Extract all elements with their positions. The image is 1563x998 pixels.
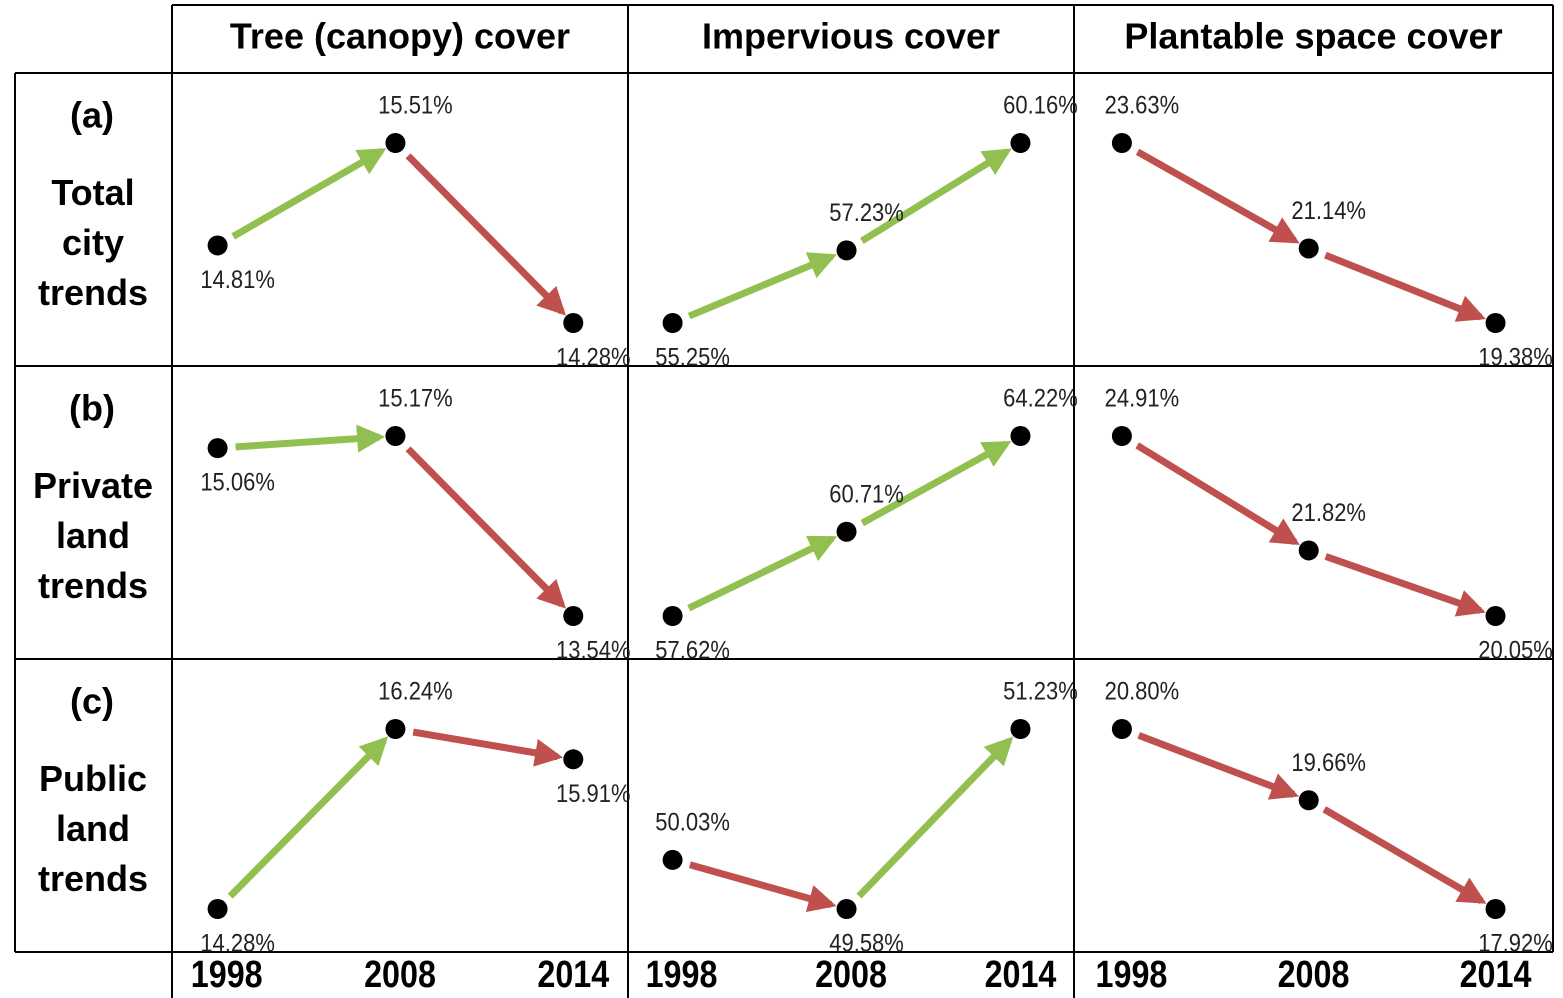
value-label: 23.63% xyxy=(1105,91,1180,119)
column-title: Plantable space cover xyxy=(1124,16,1502,57)
data-point xyxy=(563,313,584,333)
value-label: 24.91% xyxy=(1105,384,1180,412)
value-label: 19.66% xyxy=(1291,749,1366,777)
year-label: 2014 xyxy=(985,954,1057,996)
data-point xyxy=(207,438,228,459)
value-label: 14.81% xyxy=(200,266,275,294)
data-point xyxy=(836,240,857,261)
trend-arrow xyxy=(1135,442,1300,546)
row-label: (b) xyxy=(69,388,115,429)
row-name: Public land trends xyxy=(37,758,149,899)
value-label: 14.28% xyxy=(556,343,631,371)
row-label: (c) xyxy=(70,681,114,722)
year-label: 2014 xyxy=(537,954,609,996)
trend-arrow xyxy=(860,440,1012,527)
value-label: 15.17% xyxy=(378,384,453,412)
trend-arrow xyxy=(860,148,1012,244)
value-label: 64.22% xyxy=(1003,384,1078,412)
value-label: 13.54% xyxy=(556,636,631,664)
value-label: 60.16% xyxy=(1003,91,1078,119)
data-point xyxy=(1111,719,1132,739)
trend-arrow xyxy=(227,736,389,899)
value-label: 15.91% xyxy=(556,780,631,808)
value-label: 15.51% xyxy=(378,91,453,119)
data-point xyxy=(207,235,228,256)
value-label: 20.80% xyxy=(1105,677,1180,705)
trend-arrow xyxy=(1137,732,1299,800)
column-title: Impervious cover xyxy=(702,16,1000,57)
trend-arrow xyxy=(856,736,1014,899)
trend-arrow xyxy=(235,424,386,453)
trend-arrow xyxy=(688,861,837,913)
value-label: 15.06% xyxy=(200,468,275,496)
value-label: 60.71% xyxy=(829,480,904,508)
data-point xyxy=(1010,426,1031,446)
row-name: Total city trends xyxy=(37,172,149,313)
year-label: 2014 xyxy=(1460,954,1532,996)
trend-arrow xyxy=(1322,806,1487,904)
row-label: (a) xyxy=(70,95,114,136)
trend-arrow xyxy=(405,446,566,609)
data-point xyxy=(1485,606,1506,626)
data-point xyxy=(385,719,406,739)
data-point xyxy=(662,849,683,870)
data-point xyxy=(385,133,406,153)
year-label: 2008 xyxy=(815,954,887,996)
value-label: 55.25% xyxy=(655,343,730,371)
data-point xyxy=(1010,133,1031,153)
data-point xyxy=(385,426,406,446)
trend-arrow xyxy=(412,728,564,767)
year-label: 1998 xyxy=(191,954,263,996)
data-point xyxy=(1485,899,1506,919)
data-point xyxy=(836,521,857,542)
value-label: 51.23% xyxy=(1003,677,1078,705)
value-label: 49.58% xyxy=(829,929,904,957)
data-point xyxy=(836,899,857,919)
value-label: 20.05% xyxy=(1478,636,1553,664)
data-point xyxy=(662,606,683,626)
year-label: 2008 xyxy=(1278,954,1350,996)
trend-arrow xyxy=(1324,553,1486,617)
value-label: 50.03% xyxy=(655,808,730,836)
data-point xyxy=(563,749,584,770)
data-point xyxy=(1010,719,1031,739)
data-point xyxy=(563,606,584,626)
data-point xyxy=(207,899,228,919)
value-label: 21.82% xyxy=(1291,499,1366,527)
table-lines xyxy=(14,4,1554,998)
data-point xyxy=(662,313,683,333)
value-label: 14.28% xyxy=(200,929,275,957)
year-label: 2008 xyxy=(364,954,436,996)
year-label: 1998 xyxy=(1096,954,1168,996)
data-point xyxy=(1111,133,1132,153)
data-point xyxy=(1111,426,1132,446)
value-label: 21.14% xyxy=(1291,197,1366,225)
value-label: 57.62% xyxy=(655,636,730,664)
column-title: Tree (canopy) cover xyxy=(230,16,570,57)
value-label: 57.23% xyxy=(829,199,904,227)
data-point xyxy=(1298,790,1319,811)
data-point xyxy=(1298,238,1319,259)
year-label: 1998 xyxy=(646,954,718,996)
data-point xyxy=(1298,540,1319,561)
value-label: 17.92% xyxy=(1478,929,1553,957)
trend-arrow xyxy=(231,147,387,240)
data-point xyxy=(1485,313,1506,333)
trend-arrow xyxy=(1324,251,1486,322)
trend-arrow xyxy=(687,252,837,320)
value-label: 19.38% xyxy=(1478,343,1553,371)
trend-arrow xyxy=(1135,148,1300,244)
value-label: 16.24% xyxy=(378,677,453,705)
trend-arrow xyxy=(687,535,838,612)
row-name: Private land trends xyxy=(32,465,154,606)
trend-arrow xyxy=(405,153,566,316)
